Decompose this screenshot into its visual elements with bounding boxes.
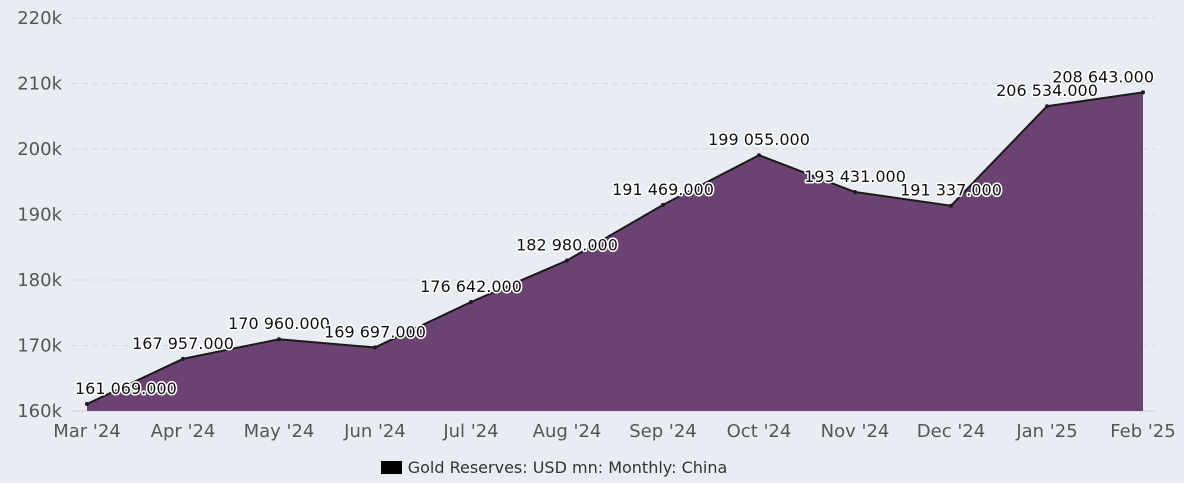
legend[interactable]: Gold Reserves: USD mn: Monthly: China <box>0 458 1108 477</box>
x-tick-label: Jun '24 <box>343 421 406 442</box>
data-point[interactable] <box>85 401 89 406</box>
data-point[interactable] <box>949 203 953 208</box>
x-tick-label: Nov '24 <box>821 421 890 442</box>
data-point[interactable] <box>469 299 473 304</box>
x-tick-label: Jul '24 <box>442 421 498 442</box>
data-label: 176 642.000 <box>420 277 522 296</box>
y-tick-label: 170k <box>17 336 62 357</box>
data-label: 206 534.000 <box>996 81 1098 100</box>
x-tick-label: Dec '24 <box>917 421 985 442</box>
data-label: 161 069.000 <box>75 379 177 398</box>
x-tick-label: Jan '25 <box>1015 421 1077 442</box>
y-axis: 160k 170k 180k 190k 200k 210k 220k <box>17 8 62 422</box>
data-point[interactable] <box>373 345 377 350</box>
data-label: 170 960.000 <box>228 314 330 333</box>
data-label: 191 469.000 <box>612 180 714 199</box>
y-tick-label: 220k <box>17 8 62 29</box>
data-point[interactable] <box>661 202 665 207</box>
area-chart: 160k 170k 180k 190k 200k 210k 220k Mar '24 Apr … <box>17 8 1176 442</box>
data-label: 191 337.000 <box>900 181 1002 200</box>
x-tick-label: Feb '25 <box>1110 421 1175 442</box>
data-point[interactable] <box>853 190 857 195</box>
area-fill <box>87 92 1143 411</box>
data-label: 199 055.000 <box>708 130 810 149</box>
x-tick-label: Oct '24 <box>727 421 792 442</box>
data-point[interactable] <box>1141 90 1145 95</box>
data-point[interactable] <box>1045 104 1049 109</box>
data-label: 169 697.000 <box>324 322 426 341</box>
y-tick-label: 210k <box>17 74 62 95</box>
x-tick-label: May '24 <box>244 421 315 442</box>
data-point[interactable] <box>565 258 569 263</box>
series-line <box>86 91 1144 405</box>
x-tick-label: Mar '24 <box>53 421 121 442</box>
series-area <box>85 90 1145 411</box>
y-tick-label: 160k <box>17 401 62 422</box>
data-label: 167 957.000 <box>132 334 234 353</box>
data-label: 193 431.000 <box>804 167 906 186</box>
legend-swatch <box>380 461 402 474</box>
x-axis: Mar '24 Apr '24 May '24 Jun '24 Jul '24 Aug '… <box>53 421 1176 442</box>
y-tick-label: 190k <box>17 205 62 226</box>
data-label: 208 643.000 <box>1052 67 1154 86</box>
data-point[interactable] <box>181 356 185 361</box>
data-label: 182 980.000 <box>516 235 618 254</box>
data-point[interactable] <box>757 153 761 158</box>
x-tick-label: Apr '24 <box>151 421 216 442</box>
x-tick-label: Sep '24 <box>629 421 697 442</box>
data-point[interactable] <box>277 337 281 342</box>
y-tick-label: 200k <box>17 139 62 160</box>
y-tick-label: 180k <box>17 270 62 291</box>
legend-label: Gold Reserves: USD mn: Monthly: China <box>407 458 728 477</box>
x-tick-label: Aug '24 <box>533 421 602 442</box>
